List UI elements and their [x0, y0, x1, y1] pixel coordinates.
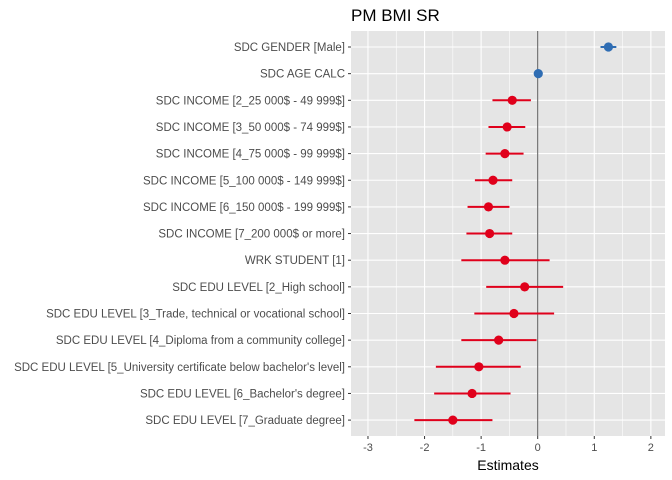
estimate-point [603, 42, 614, 52]
estimate-point [507, 95, 517, 105]
estimate-point [502, 122, 512, 132]
estimate-point [467, 388, 477, 399]
term-label: SDC INCOME [4_75 000$ - 99 999$] [156, 149, 345, 161]
estimate-point [500, 149, 510, 159]
x-tick-label: -1 [476, 442, 486, 454]
term-label: SDC INCOME [5_100 000$ - 149 999$] [143, 175, 345, 187]
chart-title: PM BMI SR [351, 6, 440, 25]
term-label: SDC AGE CALC [260, 69, 345, 81]
term-label: SDC EDU LEVEL [7_Graduate degree] [145, 415, 345, 427]
estimate-point [483, 202, 494, 212]
estimate-point [509, 308, 519, 319]
x-axis: -3 -2 -1 0 1 2 [363, 436, 654, 454]
x-tick-label: -3 [363, 442, 373, 454]
estimate-point [488, 175, 498, 185]
estimate-point [500, 255, 510, 265]
term-label: SDC INCOME [2_25 000$ - 49 999$] [156, 95, 345, 107]
x-tick-label: 0 [535, 442, 541, 454]
term-labels: SDC GENDER [Male] SDC AGE CALC SDC INCOME … [14, 42, 351, 427]
term-label: SDC EDU LEVEL [3_Trade, technical or voc… [46, 309, 345, 321]
x-axis-title: Estimates [477, 457, 538, 473]
term-label: SDC EDU LEVEL [2_High school] [172, 282, 345, 294]
term-label: SDC INCOME [7_200 000$ or more] [158, 229, 345, 241]
term-label: WRK STUDENT [1] [245, 255, 345, 267]
term-label: SDC EDU LEVEL [6_Bachelor's degree] [140, 388, 345, 400]
estimate-marks [414, 42, 617, 425]
term-label: SDC GENDER [Male] [234, 42, 345, 54]
estimate-point [448, 415, 458, 425]
estimate-point [474, 362, 484, 372]
x-tick-label: 1 [591, 442, 597, 454]
x-tick-label: -2 [420, 442, 430, 454]
term-label: SDC INCOME [6_150 000$ - 199 999$] [143, 202, 345, 214]
term-label: SDC EDU LEVEL [5_University certificate … [14, 362, 345, 374]
estimate-point [533, 69, 543, 79]
term-label: SDC INCOME [3_50 000$ - 74 999$] [156, 122, 345, 134]
estimate-point [485, 228, 495, 239]
term-label: SDC EDU LEVEL [4_Diploma from a communit… [56, 335, 345, 347]
estimate-point [520, 282, 530, 292]
x-tick-label: 2 [648, 442, 654, 454]
estimate-point [494, 335, 504, 345]
